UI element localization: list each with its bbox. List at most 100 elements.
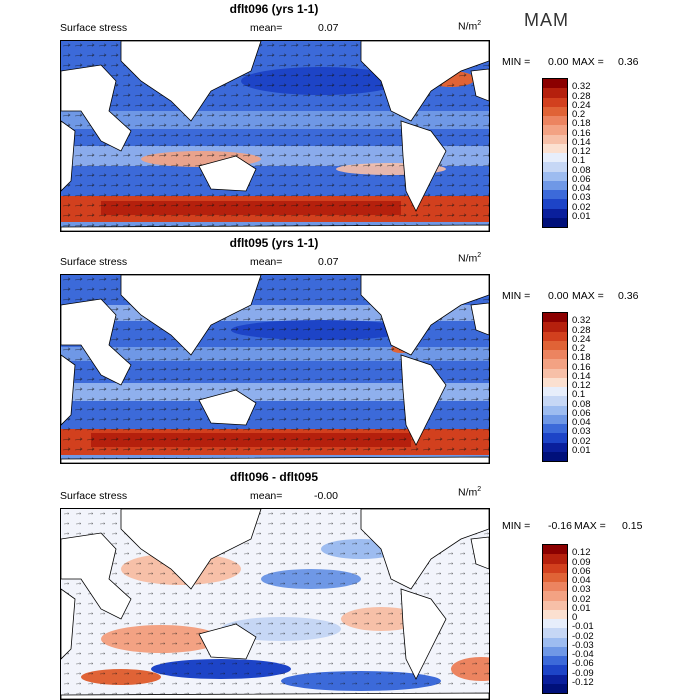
panel-3-field-label: Surface stress <box>60 490 128 502</box>
panel-2-title: dflt095 (yrs 1-1) <box>229 236 319 250</box>
colorbar-swatch <box>543 350 567 360</box>
panel-1-map <box>60 40 490 232</box>
colorbar-swatch <box>543 563 567 573</box>
colorbar-swatch <box>543 591 567 601</box>
colorbar-level-label: 0.08 <box>572 398 591 410</box>
colorbar-swatch <box>543 340 567 350</box>
colorbar-level-label: 0.24 <box>572 99 591 111</box>
colorbar-swatch <box>543 116 567 126</box>
colorbar-swatch <box>543 545 567 555</box>
panel-3-colorbar: 0.12 0.09 0.06 0.04 0.03 0.02 0.01 0 -0.01 -0.02-… <box>542 544 632 694</box>
colorbar-level-label: 0.04 <box>572 183 591 194</box>
colorbar-level-label: 0.1 <box>572 155 586 167</box>
colorbar-swatch <box>543 199 567 209</box>
colorbar-swatch <box>543 387 567 397</box>
colorbar-swatch <box>543 619 567 629</box>
colorbar-swatch <box>543 637 567 647</box>
panel-1-title: dflt096 (yrs 1-1) <box>229 2 319 16</box>
colorbar-level-label: 0.14 <box>572 370 591 382</box>
season-label: MAM <box>524 10 569 30</box>
panel-2-max-label: MAX = <box>572 290 604 302</box>
panel-3-max-value: 0.15 <box>622 520 643 532</box>
colorbar-level-label: 0.24 <box>572 333 591 345</box>
colorbar-level-label: 0.04 <box>572 575 591 586</box>
colorbar-level-label: 0.32 <box>572 81 591 93</box>
colorbar-level-label: 0.16 <box>572 361 591 373</box>
colorbar-swatch <box>543 180 567 190</box>
colorbar-level-label: 0.28 <box>572 324 591 336</box>
panel-2-field-label: Surface stress <box>60 256 128 268</box>
colorbar-swatch <box>543 628 567 638</box>
colorbar-swatch <box>543 97 567 107</box>
panel-1-colorbar: 0.32 0.28 0.24 0.2 0.18 0.16 0.14 0.12 0.1 0.08 0.… <box>542 78 632 228</box>
panel-3-units: N/m2 <box>458 486 482 499</box>
panel-2-map <box>60 274 490 464</box>
panel-2-colorbar: 0.32 0.28 0.24 0.2 0.18 0.16 0.14 0.12 0.1 0.08 0.… <box>542 312 632 462</box>
panel-2-mean-value: 0.07 <box>318 256 339 268</box>
colorbar-swatch <box>543 451 567 461</box>
panel-3-max-label: MAX = <box>574 520 606 532</box>
panel-1-min-label: MIN = <box>502 56 531 68</box>
colorbar-swatch <box>543 162 567 172</box>
panel-2-units: N/m2 <box>458 252 482 265</box>
colorbar-swatch <box>543 217 567 227</box>
colorbar-level-label: -0.12 <box>572 676 594 688</box>
panel-2-min-value: 0.00 <box>548 290 569 302</box>
colorbar-swatch <box>543 134 567 144</box>
panel-3-map <box>60 508 490 700</box>
colorbar-swatch <box>543 674 567 684</box>
colorbar-swatch <box>543 359 567 369</box>
panel-1-max-value: 0.36 <box>618 56 639 68</box>
colorbar-level-label: 0.2 <box>572 109 586 120</box>
colorbar-level-label: 0.12 <box>572 146 591 157</box>
colorbar-level-label: 0.01 <box>572 444 591 456</box>
colorbar-swatch <box>543 313 567 323</box>
colorbar-level-label: 0.12 <box>572 380 591 391</box>
colorbar-swatch <box>543 125 567 135</box>
colorbar-level-label: -0.04 <box>572 649 594 660</box>
colorbar-swatch <box>543 572 567 582</box>
colorbar-level-label: 0.1 <box>572 389 586 401</box>
colorbar-swatch <box>543 153 567 163</box>
colorbar-level-label: -0.06 <box>572 658 594 670</box>
colorbar-swatch <box>543 582 567 592</box>
colorbar-swatch <box>543 554 567 564</box>
colorbar-swatch <box>543 683 567 693</box>
colorbar-level-label: 0.12 <box>572 547 591 559</box>
panel-1-min-value: 0.00 <box>548 56 569 68</box>
colorbar-level-label: 0.08 <box>572 164 591 176</box>
colorbar-level-label: 0.14 <box>572 136 591 148</box>
panel-3-title: dflt096 - dflt095 <box>229 470 319 484</box>
colorbar-swatch <box>543 171 567 181</box>
colorbar-swatch <box>543 208 567 218</box>
colorbar-swatch <box>543 405 567 415</box>
colorbar-swatch <box>543 190 567 200</box>
colorbar-level-label: 0.03 <box>572 426 591 438</box>
colorbar-level-label: 0.02 <box>572 593 591 605</box>
colorbar-level-label: -0.02 <box>572 630 594 642</box>
colorbar-level-label: 0.01 <box>572 602 591 614</box>
colorbar-swatch <box>543 396 567 406</box>
colorbar-swatch <box>543 656 567 666</box>
colorbar-swatch <box>543 442 567 452</box>
colorbar-swatch <box>543 79 567 89</box>
colorbar-level-label: 0.02 <box>572 201 591 213</box>
colorbar-swatch <box>543 143 567 153</box>
panel-3-min-value: -0.16 <box>548 520 572 532</box>
panel-2-mean-label: mean= <box>250 256 283 268</box>
colorbar-swatch <box>543 646 567 656</box>
colorbar-level-label: 0.04 <box>572 417 591 428</box>
colorbar-level-label: 0.03 <box>572 584 591 596</box>
colorbar-swatch <box>543 414 567 424</box>
colorbar-level-label: 0.18 <box>572 118 591 130</box>
colorbar-swatch <box>543 106 567 116</box>
colorbar-swatch <box>543 331 567 341</box>
colorbar-swatch <box>543 665 567 675</box>
panel-1-mean-value: 0.07 <box>318 22 339 34</box>
colorbar-level-label: 0.2 <box>572 343 586 354</box>
panel-2-min-label: MIN = <box>502 290 531 302</box>
colorbar-swatch <box>543 600 567 610</box>
panel-2-colorbar-swatches <box>542 312 568 462</box>
colorbar-swatch <box>543 88 567 98</box>
colorbar-swatch <box>543 322 567 332</box>
